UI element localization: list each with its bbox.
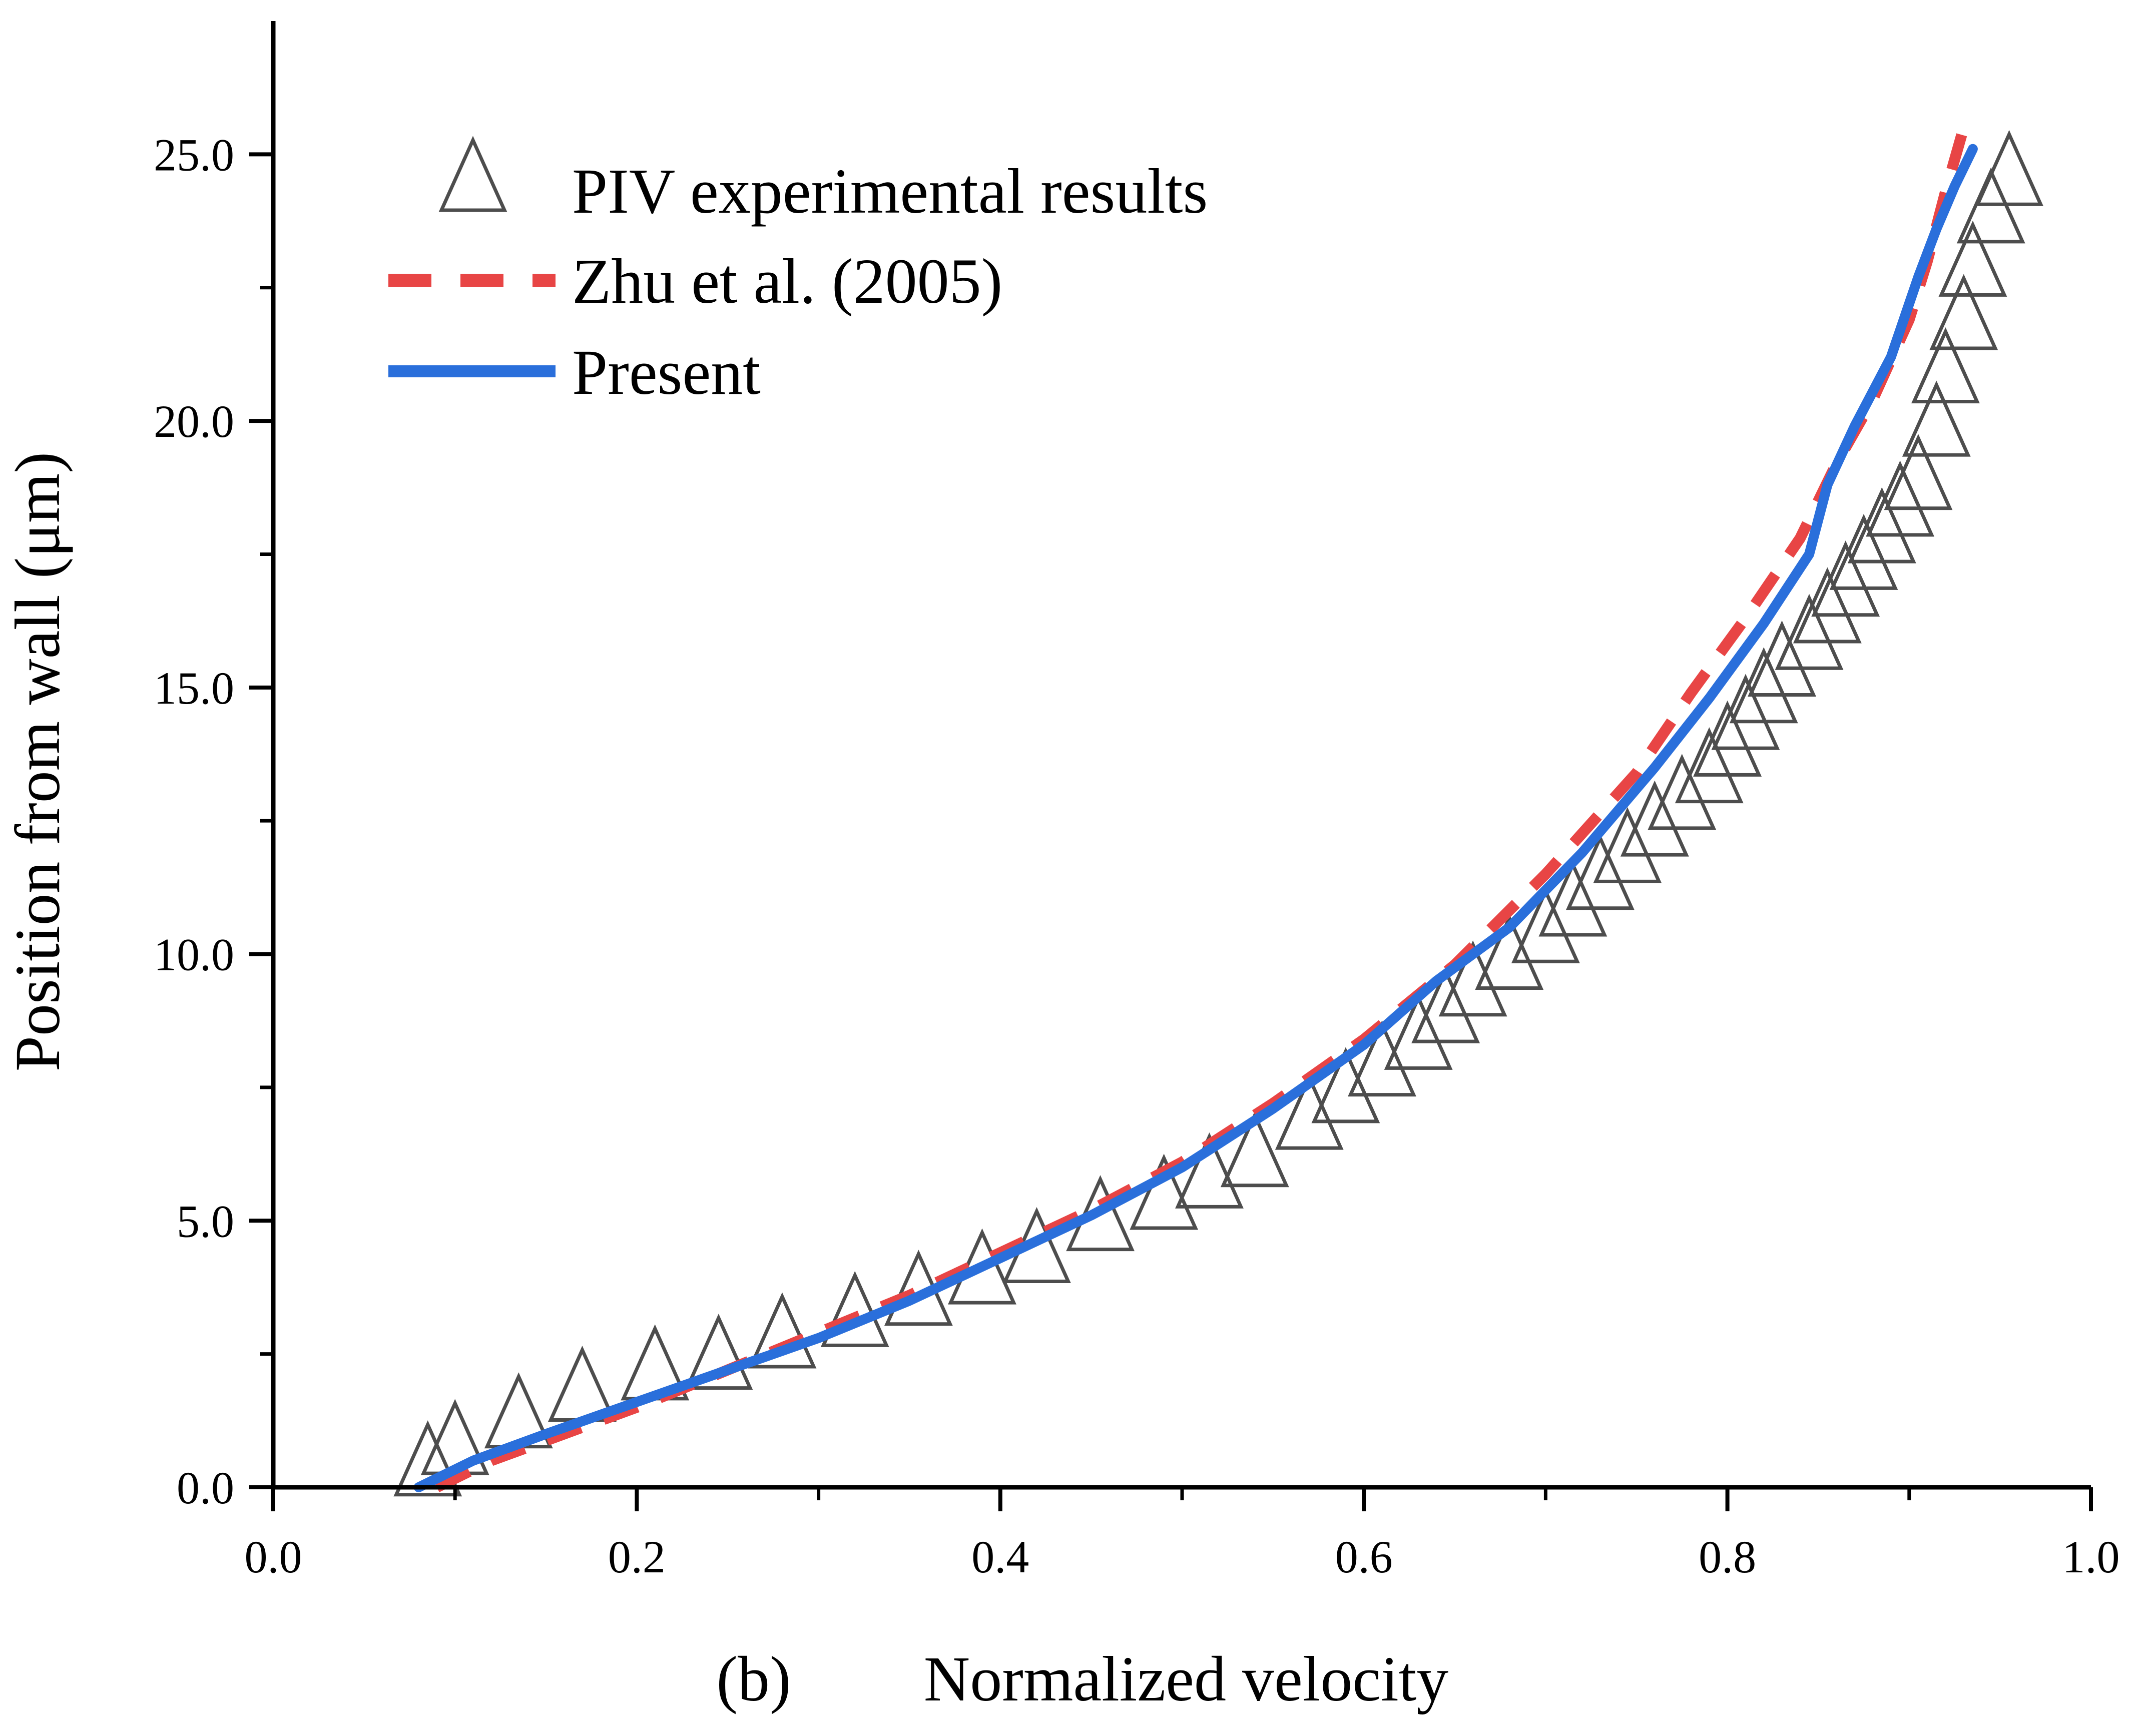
- piv-triangle-point: [1711, 674, 1780, 750]
- x-tick-label: 1.0: [2062, 1531, 2120, 1582]
- x-ticks: 0.0 0.2 0.4 0.6 0.8 1.0: [245, 1487, 2120, 1582]
- piv-triangle-point: [1911, 327, 1980, 404]
- zhu-2005-line: [434, 126, 1969, 1492]
- piv-triangle-point: [1929, 274, 1998, 350]
- piv-triangle-point: [1475, 913, 1544, 990]
- piv-triangle-point: [1884, 434, 1953, 510]
- legend-label-present: Present: [572, 337, 761, 408]
- piv-triangle-point: [1275, 1073, 1344, 1150]
- piv-triangle-point: [1593, 807, 1662, 883]
- y-tick-label: 5.0: [177, 1196, 234, 1247]
- series-layer: [393, 126, 2043, 1497]
- piv-triangle-point: [1902, 380, 1971, 457]
- y-tick-label: 15.0: [154, 663, 234, 714]
- y-axis-title: Position from wall (μm): [2, 452, 73, 1071]
- x-tick-label: 0.0: [245, 1531, 302, 1582]
- piv-triangle-point: [1975, 130, 2043, 206]
- panel-label: (b): [716, 1643, 791, 1714]
- present-line: [413, 144, 1978, 1492]
- piv-triangle-point: [1748, 620, 1816, 697]
- piv-triangle-point: [1438, 940, 1507, 1017]
- y-tick-label: 25.0: [154, 129, 234, 180]
- piv-triangle-point: [1411, 967, 1480, 1043]
- piv-triangle-point: [1675, 727, 1744, 804]
- x-tick-label: 0.2: [608, 1531, 666, 1582]
- x-tick-label: 0.8: [1699, 1531, 1756, 1582]
- piv-triangle-point: [1793, 567, 1862, 644]
- piv-triangle-point: [1866, 460, 1935, 537]
- piv-triangle-point: [1775, 594, 1844, 670]
- piv-triangle-point: [1729, 647, 1798, 724]
- piv-triangle-point: [1220, 1111, 1289, 1188]
- piv-triangle-point: [393, 1420, 462, 1497]
- piv-triangle-point: [748, 1292, 817, 1369]
- y-tick-label: 20.0: [154, 396, 234, 447]
- piv-triangle-point: [1829, 513, 1898, 590]
- piv-triangle-point: [1693, 700, 1762, 777]
- piv-triangle-point: [1620, 780, 1689, 857]
- piv-triangle-point: [1538, 860, 1607, 937]
- legend-entry-present: Present: [388, 337, 761, 408]
- piv-triangle-point: [1511, 887, 1580, 963]
- legend: PIV experimental results Zhu et al. (200…: [388, 136, 1208, 408]
- piv-triangle-point: [1811, 540, 1880, 617]
- piv-triangle-point: [1175, 1132, 1244, 1209]
- piv-triangle-point: [1956, 167, 2025, 244]
- x-tick-label: 0.4: [971, 1531, 1029, 1582]
- legend-label-zhu: Zhu et al. (2005): [572, 246, 1002, 317]
- piv-triangle-point: [1130, 1153, 1199, 1230]
- x-tick-label: 0.6: [1335, 1531, 1393, 1582]
- legend-entry-zhu: Zhu et al. (2005): [388, 246, 1002, 317]
- piv-triangle-point: [1565, 834, 1635, 910]
- piv-triangle-point: [1938, 220, 2007, 297]
- legend-label-piv: PIV experimental results: [572, 156, 1208, 227]
- piv-triangle-point: [820, 1271, 889, 1347]
- y-tick-label: 10.0: [154, 929, 234, 980]
- piv-triangle-point: [1384, 993, 1453, 1070]
- legend-marker-triangle: [438, 136, 507, 212]
- axes-layer: [271, 21, 2091, 1490]
- piv-triangle-point: [1348, 1020, 1416, 1097]
- y-tick-label: 0.0: [177, 1462, 234, 1513]
- piv-triangle-point: [1648, 754, 1717, 830]
- piv-triangle-point: [1311, 1047, 1380, 1123]
- x-axis-title: Normalized velocity: [924, 1643, 1449, 1714]
- piv-triangle-point: [684, 1314, 753, 1390]
- legend-entry-piv: PIV experimental results: [438, 136, 1208, 227]
- piv-triangle-point: [1847, 487, 1916, 563]
- y-ticks: 0.0 5.0 10.0 15.0 20.0 25.0: [154, 129, 273, 1513]
